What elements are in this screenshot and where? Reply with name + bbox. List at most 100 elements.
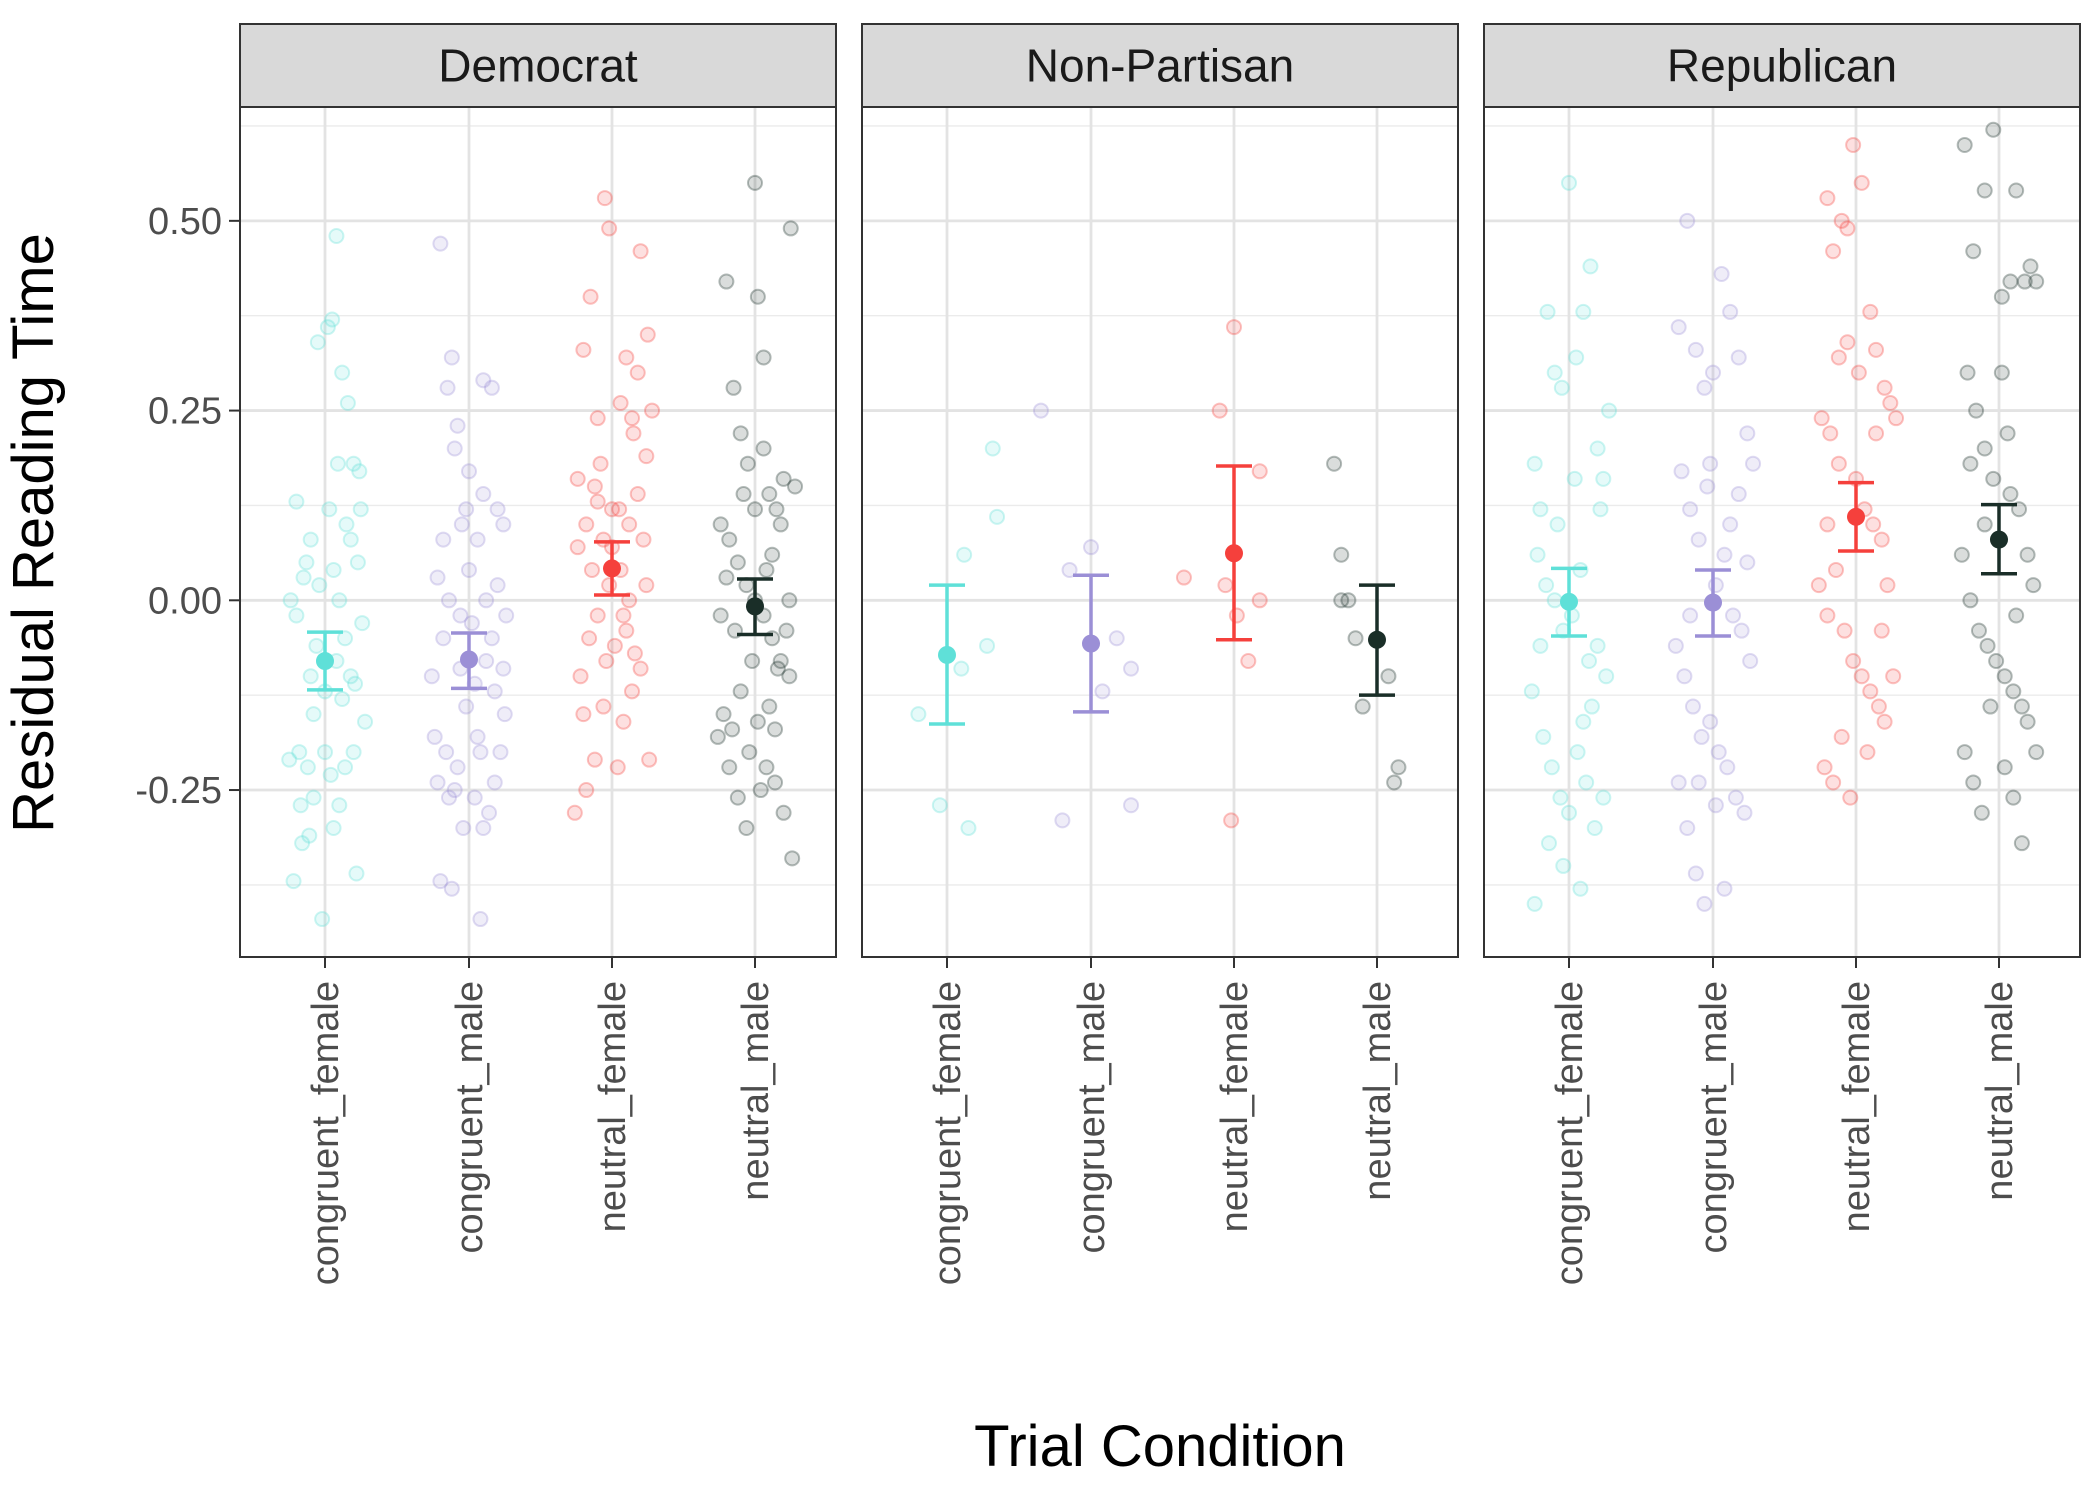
data-point — [1333, 592, 1350, 609]
data-point — [1592, 501, 1609, 518]
data-point — [1699, 478, 1716, 495]
data-point — [596, 190, 613, 207]
data-point — [732, 425, 749, 442]
data-point — [435, 630, 452, 647]
data-point — [1745, 455, 1762, 472]
data-point — [1888, 410, 1905, 427]
data-point — [1730, 486, 1747, 503]
data-point — [2005, 683, 2022, 700]
data-point — [1839, 220, 1856, 237]
data-point — [339, 394, 356, 411]
data-point — [578, 782, 595, 799]
data-point — [629, 486, 646, 503]
data-point — [1870, 698, 1887, 715]
y-tick-label: 0.50 — [148, 201, 222, 243]
data-point — [1702, 455, 1719, 472]
data-point — [1825, 243, 1842, 260]
data-point — [1561, 174, 1577, 191]
data-point — [586, 751, 603, 768]
data-point — [338, 516, 355, 533]
data-point — [2019, 713, 2036, 730]
data-point — [624, 410, 641, 427]
data-point — [1813, 410, 1830, 427]
data-point — [1707, 797, 1724, 814]
data-point — [744, 653, 761, 670]
mean-point — [460, 650, 478, 669]
mean-point — [603, 559, 621, 578]
data-point — [1589, 440, 1606, 457]
mean-point — [938, 645, 956, 664]
data-point — [1240, 653, 1257, 670]
data-point — [625, 425, 642, 442]
data-point — [305, 706, 322, 723]
data-point — [1722, 303, 1739, 320]
data-point — [294, 835, 311, 852]
data-point — [621, 516, 638, 533]
data-point — [2013, 835, 2030, 852]
data-point — [1988, 653, 2005, 670]
data-point — [334, 690, 351, 707]
data-point — [478, 592, 495, 609]
x-tick-label: congruent_female — [305, 981, 347, 1285]
data-point — [1538, 577, 1555, 594]
data-point — [638, 577, 655, 594]
data-point — [331, 592, 348, 609]
data-point — [1742, 653, 1759, 670]
data-point — [721, 531, 738, 548]
facet-panel: Non-Partisan congruent_female congruent_ma… — [861, 23, 1459, 1285]
data-point — [443, 880, 460, 897]
data-point — [1976, 516, 1993, 533]
data-point — [1575, 303, 1592, 320]
data-point — [478, 653, 495, 670]
data-point — [432, 873, 449, 890]
facet-panel: Republican congruent_female congruent_male… — [1483, 23, 2081, 1285]
data-point — [461, 561, 477, 578]
data-point — [1540, 835, 1557, 852]
data-point — [1716, 546, 1733, 563]
data-point — [1982, 698, 1999, 715]
x-tick-label: neutral_male — [1979, 981, 2021, 1201]
data-point — [1705, 364, 1721, 381]
data-point — [1670, 774, 1687, 791]
data-point — [632, 243, 649, 260]
data-point — [1054, 812, 1071, 829]
data-point — [1707, 577, 1724, 594]
data-point — [606, 637, 623, 654]
data-point — [761, 486, 778, 503]
data-point — [592, 455, 609, 472]
data-point — [960, 819, 977, 836]
data-point — [1999, 425, 2016, 442]
data-point — [1876, 713, 1893, 730]
data-point — [1575, 713, 1592, 730]
data-point — [475, 486, 492, 503]
data-point — [956, 546, 973, 563]
data-point — [348, 865, 365, 882]
x-tick-label: congruent_male — [1071, 981, 1113, 1254]
data-point — [1535, 728, 1552, 745]
data-point — [322, 766, 339, 783]
data-point — [1572, 880, 1589, 897]
data-point — [1810, 577, 1827, 594]
data-point — [715, 706, 732, 723]
data-point — [1702, 713, 1719, 730]
data-point — [288, 607, 305, 624]
mean-point — [1225, 544, 1243, 563]
data-point — [2019, 546, 2036, 563]
data-point — [1956, 744, 1973, 761]
mean-point — [746, 597, 764, 616]
data-point — [784, 850, 801, 867]
data-point — [439, 379, 456, 396]
data-point — [741, 744, 758, 761]
data-point — [1816, 759, 1833, 776]
data-point — [443, 349, 460, 366]
data-point — [461, 463, 477, 480]
data-point — [1598, 668, 1615, 685]
mean-point — [1847, 507, 1865, 526]
data-point — [331, 797, 348, 814]
data-point — [1873, 622, 1890, 639]
data-point — [1546, 364, 1563, 381]
data-point — [440, 592, 457, 609]
data-point — [1526, 895, 1543, 912]
x-tick-label: neutral_female — [592, 981, 634, 1232]
data-point — [455, 819, 472, 836]
